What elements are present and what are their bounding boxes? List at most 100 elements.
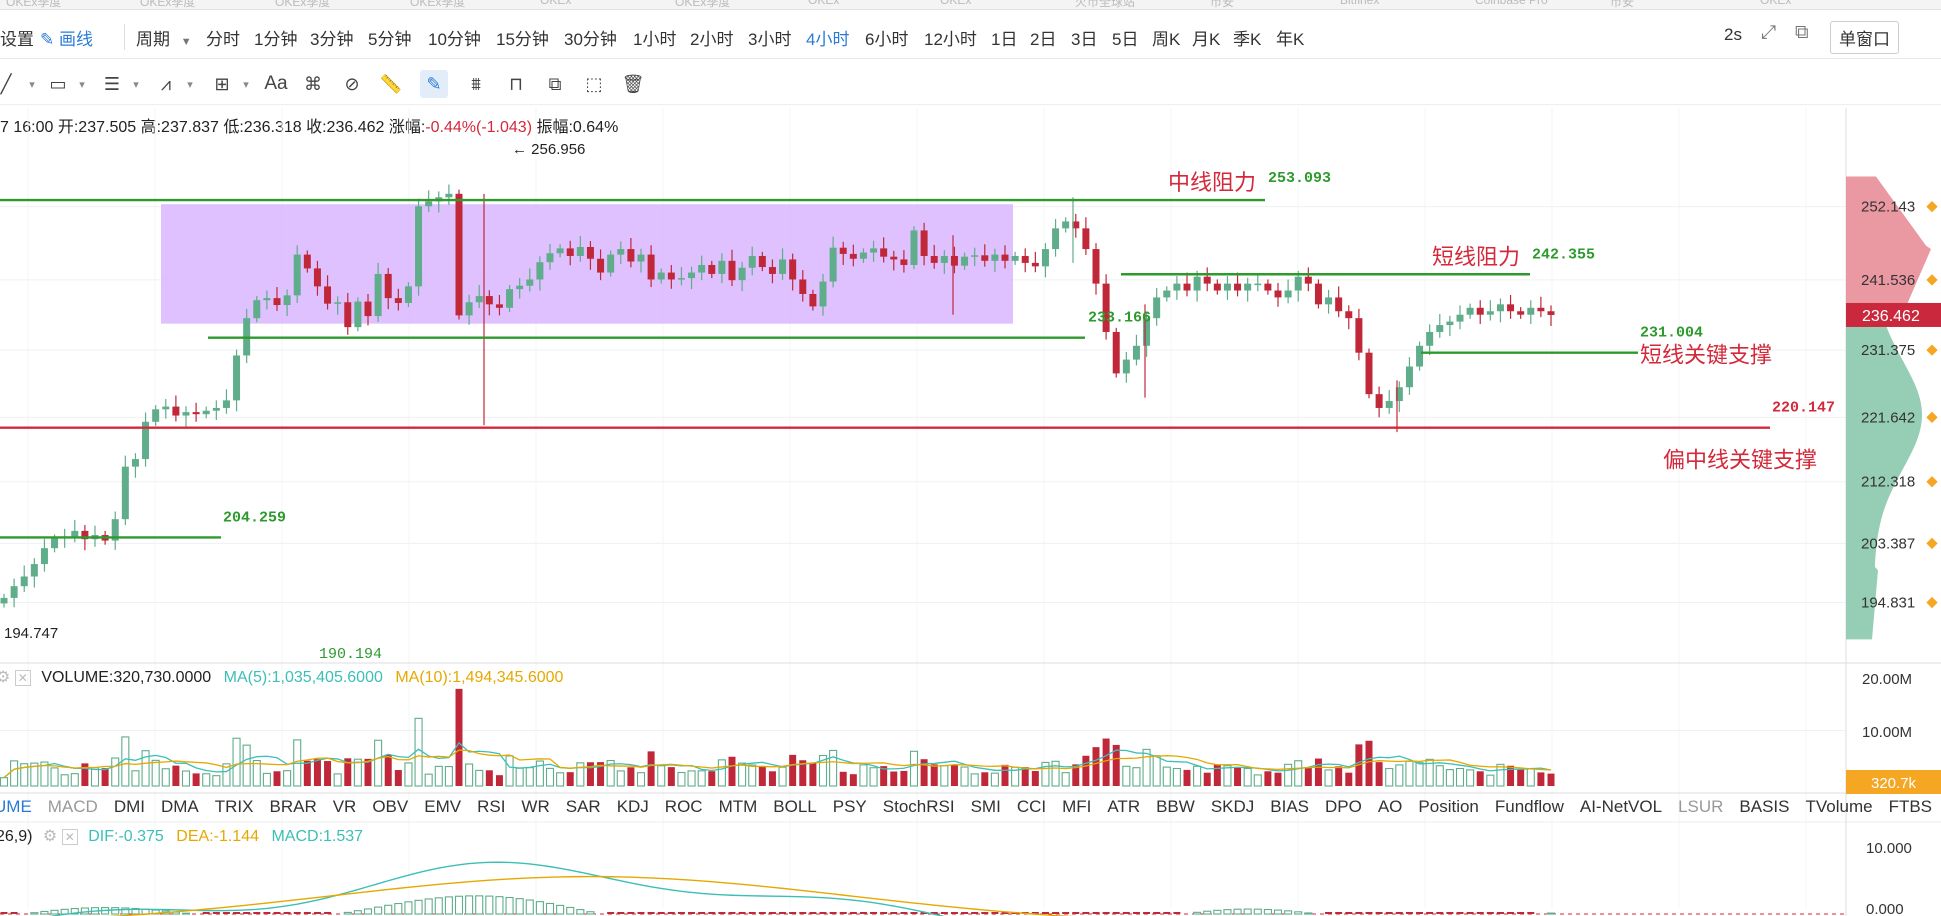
settings-button[interactable]: 设置	[0, 30, 34, 49]
indicator-tab-sar[interactable]: SAR	[565, 797, 601, 816]
brush-tool-icon[interactable]: ⌘	[304, 73, 322, 94]
interval-12[interactable]: 12小时	[924, 30, 977, 49]
interval-10[interactable]: 4小时	[806, 30, 850, 49]
interval-7[interactable]: 1小时	[633, 30, 677, 49]
indicator-tab-psy[interactable]: PSY	[832, 797, 867, 816]
indicator-tab-ai-netvol[interactable]: AI-NetVOL	[1579, 797, 1663, 816]
indicator-tab-atr[interactable]: ATR	[1107, 797, 1141, 816]
chevron-down-icon[interactable]: ▾	[243, 78, 249, 91]
interval-8[interactable]: 2小时	[690, 30, 734, 49]
interval-18[interactable]: 月K	[1192, 30, 1221, 49]
trash-icon[interactable]: 🗑	[621, 73, 645, 94]
indicator-tab-brar[interactable]: BRAR	[269, 797, 317, 816]
exchange-tab[interactable]: OKEx	[1760, 0, 1792, 7]
exchange-tab[interactable]: 火币全球站	[1075, 0, 1136, 9]
interval-11[interactable]: 6小时	[865, 30, 909, 49]
interval-4[interactable]: 10分钟	[428, 30, 481, 49]
copy-tool-icon[interactable]: ⧉	[548, 73, 562, 94]
exchange-tab[interactable]: OKEx	[940, 0, 972, 7]
indicator-tab-mfi[interactable]: MFI	[1062, 797, 1092, 816]
indicator-tab-mtm[interactable]: MTM	[718, 797, 758, 816]
indicator-tab-macd[interactable]: MACD	[47, 797, 98, 816]
indicator-tab-lsur[interactable]: LSUR	[1678, 797, 1724, 816]
indicator-tab-skdj[interactable]: SKDJ	[1210, 797, 1255, 816]
rectangle-tool-icon[interactable]: ▭	[49, 73, 67, 94]
ruler-tool-icon[interactable]: 📏	[379, 73, 403, 94]
lock-tool-icon[interactable]: ⊓	[508, 73, 524, 94]
indicator-tab-emv[interactable]: EMV	[424, 797, 462, 816]
close-icon[interactable]: ✕	[61, 829, 78, 845]
indicator-tab-cci[interactable]: CCI	[1016, 797, 1047, 816]
period-dropdown[interactable]: 周期 ▼	[136, 25, 192, 50]
exchange-tab[interactable]: OKEx	[808, 0, 840, 7]
link-tool-icon[interactable]: ⩩	[471, 73, 481, 94]
trend-line-tool-icon[interactable]: ╱	[0, 73, 12, 94]
exchange-tab[interactable]: OKEx季度	[410, 0, 466, 9]
close-icon[interactable]: ✕	[14, 670, 31, 686]
draw-line-button[interactable]: ✎ 画线	[40, 25, 93, 50]
indicator-tab-tvolume[interactable]: TVolume	[1805, 797, 1873, 816]
indicator-tab-ftbs[interactable]: FTBS	[1888, 797, 1933, 816]
indicator-tab-bbw[interactable]: BBW	[1156, 797, 1195, 816]
interval-0[interactable]: 分时	[206, 30, 240, 49]
exchange-tab[interactable]: OKEx季度	[275, 0, 331, 9]
indicator-tab-obv[interactable]: OBV	[372, 797, 409, 816]
interval-20[interactable]: 年K	[1276, 30, 1305, 49]
settings-gear-icon[interactable]: ⚙	[42, 828, 58, 845]
interval-1[interactable]: 1分钟	[254, 30, 298, 49]
exchange-tab[interactable]: Coinbase Pro	[1475, 0, 1548, 7]
settings-gear-icon[interactable]: ⚙	[0, 669, 11, 686]
measure-tool-icon[interactable]: ⊞	[214, 73, 230, 94]
indicator-tab-basis[interactable]: BASIS	[1739, 797, 1790, 816]
indicator-tab-ume[interactable]: UME	[0, 797, 32, 816]
continuous-draw-tool-icon[interactable]: ✎	[420, 70, 448, 98]
indicator-tab-position[interactable]: Position	[1418, 797, 1479, 816]
indicator-tab-vr[interactable]: VR	[332, 797, 357, 816]
interval-13[interactable]: 1日	[991, 30, 1018, 49]
indicator-tab-wr[interactable]: WR	[521, 797, 550, 816]
indicator-tab-dma[interactable]: DMA	[160, 797, 199, 816]
popout-window-icon[interactable]: ⧉	[1795, 22, 1809, 43]
interval-16[interactable]: 5日	[1112, 30, 1139, 49]
indicator-tab-boll[interactable]: BOLL	[773, 797, 817, 816]
exchange-tab[interactable]: 币安	[1210, 0, 1235, 9]
interval-5[interactable]: 15分钟	[496, 30, 549, 49]
fullscreen-icon[interactable]: ⤢	[1761, 22, 1777, 43]
exchange-tab[interactable]: OKEx	[540, 0, 572, 7]
interval-14[interactable]: 2日	[1030, 30, 1057, 49]
interval-15[interactable]: 3日	[1071, 30, 1098, 49]
chevron-down-icon[interactable]: ▾	[187, 78, 193, 91]
indicator-tab-trix[interactable]: TRIX	[214, 797, 254, 816]
chevron-down-icon[interactable]: ▾	[133, 78, 139, 91]
interval-3[interactable]: 5分钟	[368, 30, 412, 49]
indicator-tab-rsi[interactable]: RSI	[477, 797, 506, 816]
magnet-tool-icon[interactable]: ⊘	[344, 73, 360, 94]
indicator-tab-bias[interactable]: BIAS	[1270, 797, 1310, 816]
interval-19[interactable]: 季K	[1233, 30, 1262, 49]
exchange-tab[interactable]: Bitfinex	[1340, 0, 1380, 7]
hide-drawings-tool-icon[interactable]: ⬚	[585, 73, 603, 94]
chevron-down-icon[interactable]: ▾	[79, 78, 85, 91]
wave-tool-icon[interactable]: ⩘	[160, 73, 172, 94]
indicator-tab-dmi[interactable]: DMI	[113, 797, 145, 816]
exchange-tab[interactable]: OKEx季度	[675, 0, 731, 9]
exchange-tab[interactable]: OKEx季度	[6, 0, 62, 9]
indicator-tab-smi[interactable]: SMI	[970, 797, 1001, 816]
indicator-tab-fundflow[interactable]: Fundflow	[1494, 797, 1564, 816]
indicator-tab-roc[interactable]: ROC	[664, 797, 703, 816]
indicator-tab-ao[interactable]: AO	[1377, 797, 1403, 816]
horizontal-lines-tool-icon[interactable]: ☰	[103, 73, 121, 94]
window-mode-select[interactable]: 单窗口	[1830, 21, 1899, 54]
text-tool-icon[interactable]: Aa	[264, 73, 288, 94]
exchange-tab[interactable]: 币安	[1610, 0, 1635, 9]
indicator-tab-stochrsi[interactable]: StochRSI	[882, 797, 955, 816]
interval-17[interactable]: 周K	[1152, 30, 1181, 49]
indicator-tab-dpo[interactable]: DPO	[1325, 797, 1362, 816]
chevron-down-icon[interactable]: ▾	[29, 78, 35, 91]
interval-6[interactable]: 30分钟	[564, 30, 617, 49]
indicator-tab-kdj[interactable]: KDJ	[616, 797, 649, 816]
exchange-tab[interactable]: OKEx季度	[140, 0, 196, 9]
interval-9[interactable]: 3小时	[748, 30, 792, 49]
refresh-rate[interactable]: 2s	[1724, 25, 1742, 44]
